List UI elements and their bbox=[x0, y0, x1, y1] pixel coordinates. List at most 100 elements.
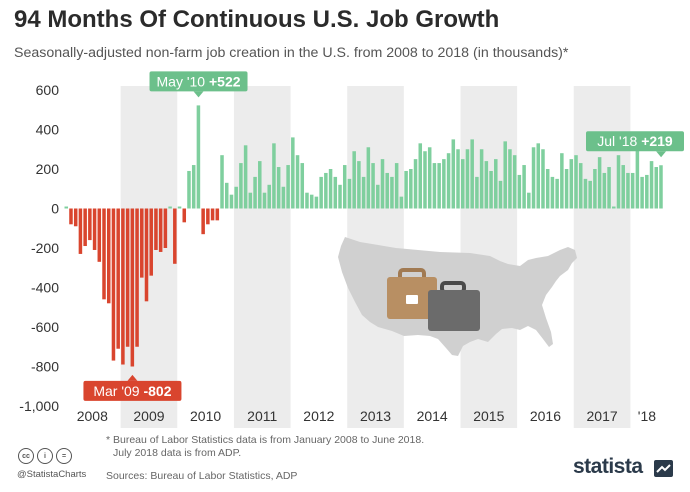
briefcase-brown-latch bbox=[406, 295, 418, 304]
bar bbox=[574, 155, 578, 209]
bar bbox=[451, 139, 456, 209]
x-tick-label: 2009 bbox=[133, 408, 164, 424]
bar bbox=[616, 155, 621, 209]
bar bbox=[607, 167, 611, 209]
bar bbox=[352, 151, 356, 209]
bar bbox=[158, 208, 163, 252]
bar bbox=[380, 159, 385, 209]
callout-box bbox=[83, 380, 182, 401]
statista-logo[interactable]: statista bbox=[573, 455, 643, 478]
callout-date: Mar '09 bbox=[93, 383, 143, 399]
bar bbox=[371, 163, 375, 209]
bar bbox=[588, 180, 592, 209]
bar bbox=[409, 169, 413, 209]
callout-value: -802 bbox=[143, 383, 171, 399]
bar bbox=[432, 163, 437, 209]
bar bbox=[78, 208, 83, 254]
bar bbox=[479, 149, 484, 209]
callout-label: Jul '18 +219 bbox=[597, 133, 673, 149]
bar bbox=[144, 208, 149, 302]
chart-subtitle: Seasonally-adjusted non-farm job creatio… bbox=[14, 45, 569, 61]
bar bbox=[376, 184, 380, 209]
bar bbox=[508, 149, 512, 209]
bar bbox=[177, 206, 182, 209]
x-tick-label: 2017 bbox=[587, 408, 618, 424]
bar bbox=[291, 137, 295, 209]
bar bbox=[234, 186, 238, 209]
bar bbox=[475, 176, 479, 209]
bar bbox=[394, 163, 399, 209]
bar bbox=[102, 208, 106, 300]
no-derivatives-icon[interactable]: = bbox=[56, 448, 72, 464]
bar bbox=[630, 172, 635, 209]
bar bbox=[460, 159, 465, 209]
bar bbox=[210, 208, 215, 221]
bar bbox=[536, 143, 541, 209]
callout: May '10 +522 bbox=[149, 71, 248, 98]
bar bbox=[149, 208, 153, 276]
twitter-handle[interactable]: @StatistaCharts bbox=[17, 469, 87, 480]
bar bbox=[324, 172, 328, 209]
bar bbox=[220, 155, 224, 209]
bar bbox=[116, 208, 120, 349]
y-tick-label: 0 bbox=[51, 201, 59, 217]
callout: Mar '09 -802 bbox=[83, 374, 182, 401]
y-tick-label: -1,000 bbox=[19, 398, 59, 414]
bar bbox=[135, 208, 139, 347]
callout-value: +219 bbox=[641, 133, 673, 149]
callout-pointer bbox=[193, 91, 204, 98]
bar bbox=[494, 159, 498, 209]
footnote-line-1: * Bureau of Labor Statistics data is fro… bbox=[106, 434, 425, 446]
bar bbox=[413, 159, 418, 209]
y-tick-label: -400 bbox=[31, 280, 59, 296]
briefcase-gray bbox=[428, 290, 480, 331]
bar bbox=[484, 161, 489, 209]
bar bbox=[498, 180, 503, 209]
creative-commons-icon[interactable]: cc bbox=[18, 448, 34, 464]
bar bbox=[423, 151, 427, 209]
bar bbox=[187, 170, 191, 209]
bar bbox=[347, 178, 352, 209]
callout-date: Jul '18 bbox=[597, 133, 641, 149]
bar bbox=[456, 149, 460, 209]
y-tick-label: -200 bbox=[31, 240, 59, 256]
bar bbox=[286, 165, 290, 209]
x-axis-labels: 2008 2009 2010 2011 2012 2013 2014 2015 2016 2017… bbox=[77, 408, 657, 424]
bar bbox=[550, 176, 555, 209]
year-band bbox=[233, 86, 291, 428]
bar bbox=[418, 143, 423, 209]
source-credit: Sources: Bureau of Labor Statistics, ADP bbox=[106, 470, 298, 482]
callouts: May '10 +522 Mar '09 -802 Jul '18 +219 bbox=[83, 71, 684, 401]
bar bbox=[267, 184, 271, 209]
callout-date: May '10 bbox=[157, 73, 209, 89]
x-tick-label: 2012 bbox=[303, 408, 334, 424]
bar bbox=[125, 208, 130, 347]
bars bbox=[64, 105, 663, 367]
bar bbox=[437, 163, 441, 209]
bar bbox=[597, 157, 602, 209]
callout-pointer bbox=[656, 151, 667, 158]
bar bbox=[88, 208, 92, 241]
bar bbox=[276, 167, 281, 209]
bar bbox=[385, 172, 389, 209]
callout: Jul '18 +219 bbox=[586, 131, 684, 158]
bar bbox=[309, 194, 314, 209]
bar bbox=[555, 178, 559, 209]
bar bbox=[121, 208, 125, 365]
bar bbox=[338, 184, 342, 209]
bar bbox=[300, 163, 305, 209]
bar bbox=[173, 208, 177, 264]
y-axis-ticks: -1,000 -800 -600 -400 -200 0 200 400 600 bbox=[19, 82, 59, 414]
footnote: * Bureau of Labor Statistics data is fro… bbox=[106, 434, 424, 460]
attribution-icon[interactable]: i bbox=[37, 448, 53, 464]
bar bbox=[328, 169, 333, 209]
bar bbox=[503, 141, 507, 209]
bar bbox=[545, 169, 550, 209]
bar bbox=[111, 208, 116, 361]
bar bbox=[578, 163, 583, 209]
bar bbox=[621, 165, 625, 209]
bar bbox=[258, 161, 262, 209]
bar bbox=[262, 192, 267, 209]
license-icons: cc i = bbox=[18, 448, 72, 464]
